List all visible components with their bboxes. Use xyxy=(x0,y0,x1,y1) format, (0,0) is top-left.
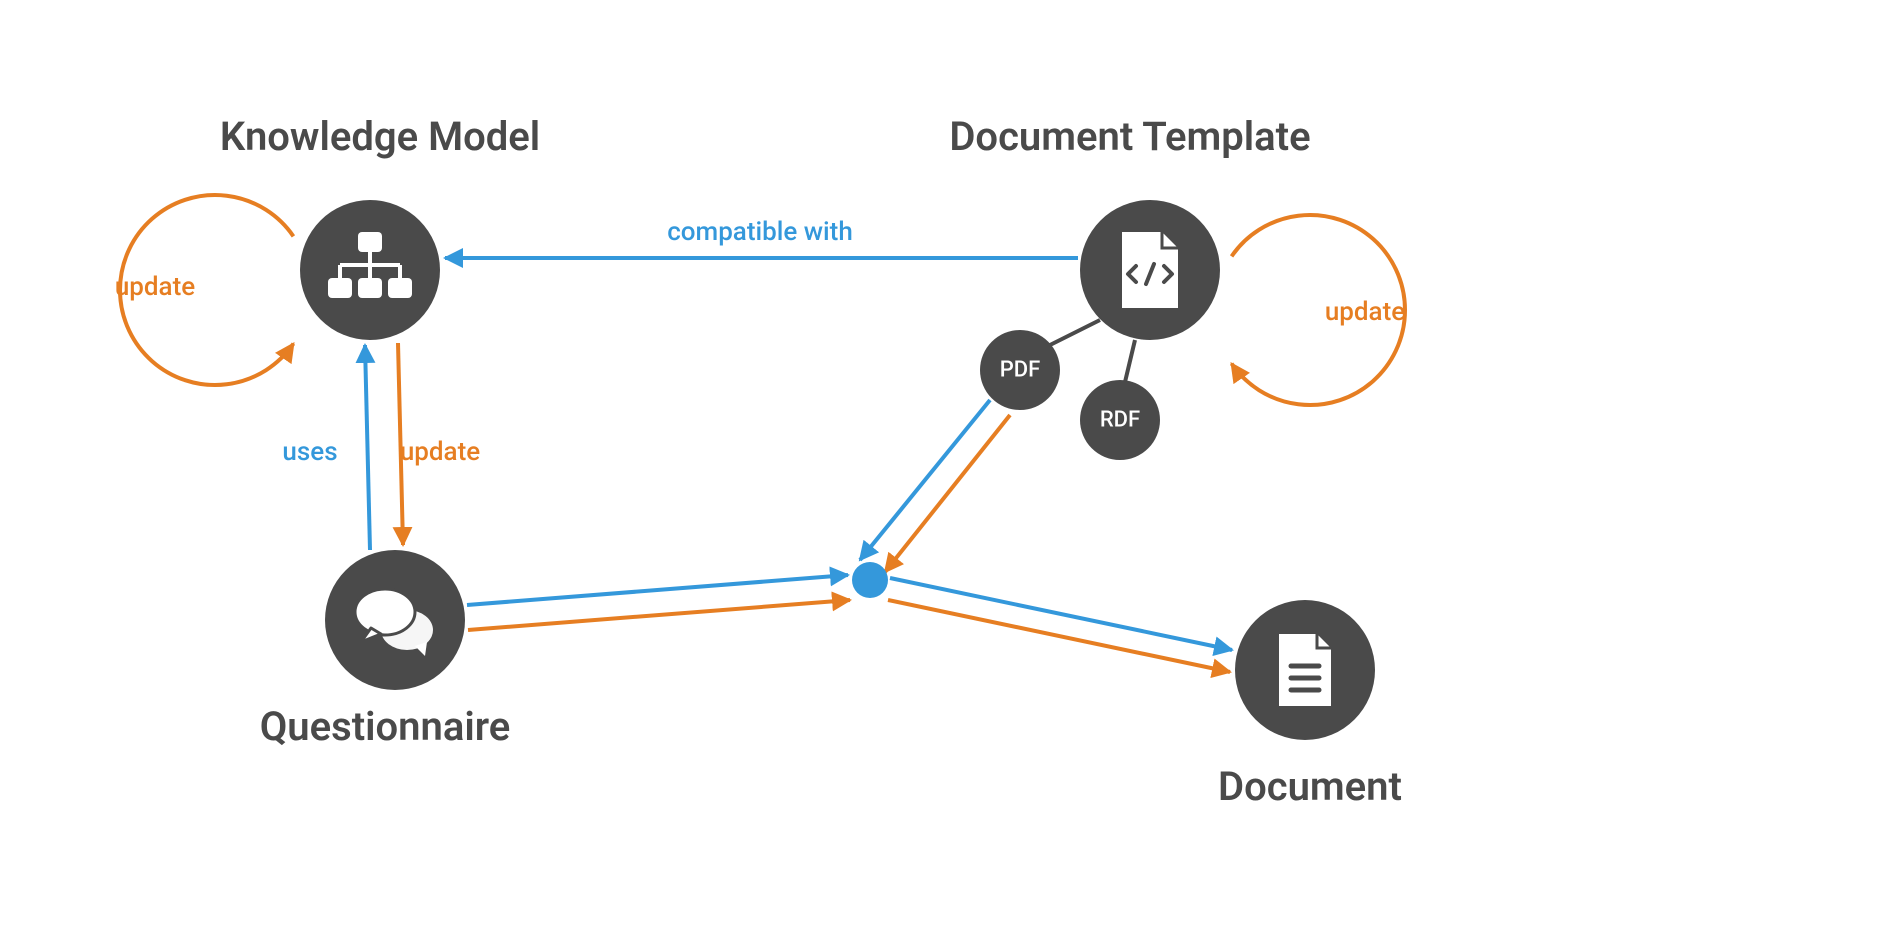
questionnaire-label: Questionnaire xyxy=(260,703,511,750)
knowledge-model-node xyxy=(300,200,440,340)
self-loop-dt-label: update xyxy=(1325,297,1405,327)
rdf-label: RDF xyxy=(1100,408,1140,433)
questionnaire-node xyxy=(325,550,465,690)
doc-icon xyxy=(1279,634,1331,706)
edge-q_to_junction_orange xyxy=(468,600,850,630)
rdf-node: RDF xyxy=(1080,380,1160,460)
edge-junction_to_doc_orange xyxy=(888,600,1230,672)
pdf-label: PDF xyxy=(1000,358,1041,383)
edge-pdf_to_junction_blue xyxy=(860,400,990,560)
edge-label-update_km_q: update xyxy=(400,437,480,467)
document-template-label: Document Template xyxy=(949,113,1310,160)
self-loop-dt: update xyxy=(1232,215,1406,405)
edge-pdf_to_junction_orange xyxy=(885,415,1010,572)
edge-label-uses: uses xyxy=(282,437,337,467)
diagram-canvas: update update compatible withusesupdate … xyxy=(0,0,1902,950)
junction-node xyxy=(852,562,888,598)
document-template-node xyxy=(1080,200,1220,340)
knowledge-model-label: Knowledge Model xyxy=(220,113,540,160)
pdf-node: PDF xyxy=(980,330,1060,410)
edge-uses xyxy=(365,345,370,550)
edge-dt_to_rdf xyxy=(1125,340,1135,382)
self-loop-km: update xyxy=(115,195,294,385)
self-loop-km-label: update xyxy=(115,272,195,302)
edge-dt_to_pdf xyxy=(1050,320,1100,345)
edge-q_to_junction_blue xyxy=(467,575,848,605)
document-label: Document xyxy=(1218,763,1402,810)
edge-label-compatible_with: compatible with xyxy=(667,217,853,247)
document-node xyxy=(1235,600,1375,740)
edge-junction_to_doc_blue xyxy=(890,578,1232,650)
code-file-icon xyxy=(1122,232,1178,308)
